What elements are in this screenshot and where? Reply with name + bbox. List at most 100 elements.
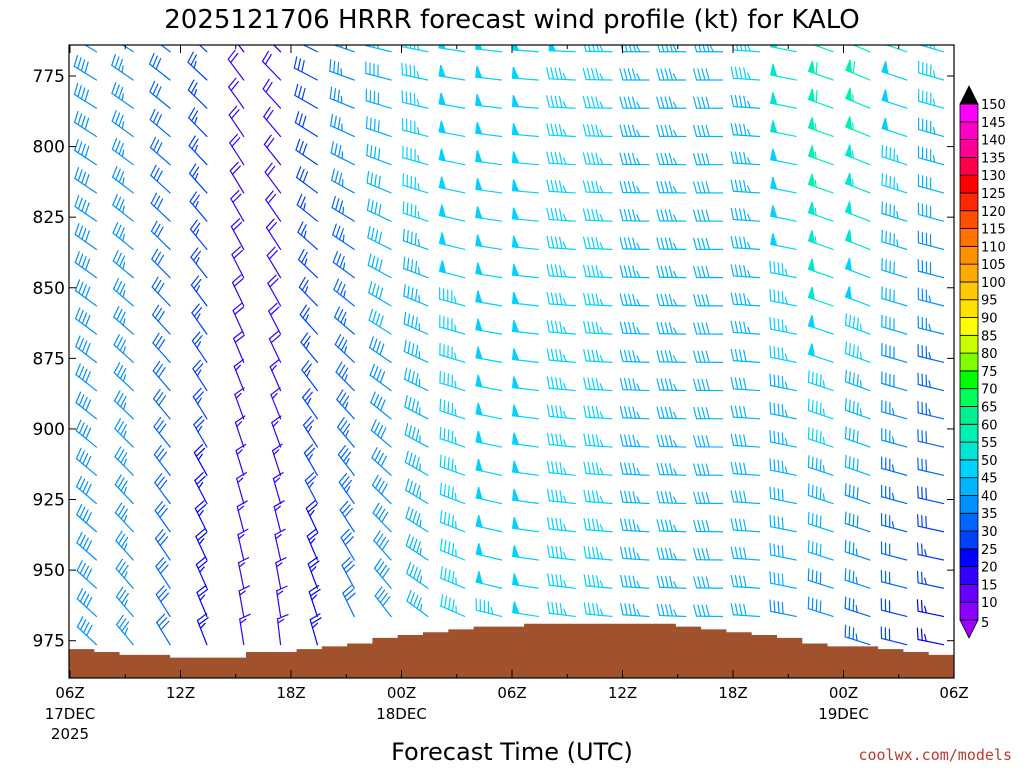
wind-barb [155,557,171,589]
wind-barb [881,456,908,476]
wind-barb [769,288,797,307]
wind-barb [339,500,355,533]
wind-barb [656,434,687,448]
colorbar-bin [959,584,979,603]
wind-barb [115,530,134,561]
y-tick-label: 975 [33,632,65,652]
wind-barb [231,274,245,307]
wind-barb [917,259,945,279]
wind-barb [582,67,613,81]
wind-barb [76,503,98,533]
wind-barb [403,311,429,335]
wind-barb [693,237,724,251]
wind-barb [656,265,687,279]
wind-barb [917,174,945,194]
wind-barb [917,145,945,166]
wind-barb [917,485,945,505]
wind-barb [475,346,503,363]
wind-barb [475,150,503,166]
wind-barb [511,320,540,335]
wind-barb [401,117,429,138]
wind-barb [619,293,650,307]
wind-barb [807,315,834,335]
x-axis-label: Forecast Time (UTC) [391,738,633,766]
wind-barb [341,556,355,589]
wind-barb [152,332,171,363]
wind-barb [237,557,250,589]
wind-barb [76,616,98,646]
wind-barb [511,263,540,279]
wind-barb [583,489,613,505]
wind-barb [880,626,908,646]
wind-barb [583,349,613,363]
wind-barb [693,463,724,476]
wind-barb [693,519,724,533]
wind-barb [261,50,282,81]
wind-barb [807,483,834,505]
wind-barb [304,472,319,505]
wind-barb [770,148,797,166]
wind-barb [265,190,282,222]
colorbar-label: 80 [981,347,998,362]
wind-barb [880,541,908,561]
wind-barb [844,201,871,222]
wind-barb [692,96,724,109]
y-axis: 775 800 825 850 875 900 925 950 975 [33,67,954,652]
wind-barb [295,138,319,166]
colorbar-bin [959,566,979,585]
wind-barb [475,318,503,335]
wind-barb [852,45,871,53]
wind-barb [112,250,134,279]
wind-barb [916,599,945,618]
wind-barb [807,60,834,81]
wind-barb [475,93,503,109]
wind-barb [730,320,761,335]
colorbar-bin [959,548,979,568]
wind-barb [237,45,245,53]
wind-barb [74,279,98,307]
terrain-fill [69,623,954,678]
wind-barb [583,461,613,476]
wind-barb [189,219,208,251]
wind-barb [438,260,466,279]
wind-barb [230,189,245,222]
wind-barb [239,613,251,646]
wind-barb [619,180,650,194]
wind-barb [656,96,687,109]
wind-barb [656,603,687,618]
wind-barb [619,152,650,166]
wind-barb [151,248,171,279]
colorbar-label: 120 [981,205,1006,220]
wind-barb [368,308,392,335]
wind-barb [303,444,319,476]
wind-barb [196,584,209,618]
wind-barb [438,64,466,81]
wind-barb [845,59,871,81]
wind-barb [511,179,540,194]
colorbar-bin [959,299,979,318]
wind-barb [547,573,576,589]
wind-barb [267,274,282,307]
wind-barb [881,371,908,392]
wind-barb [583,545,613,561]
wind-barb [769,486,797,505]
wind-barb [403,367,429,392]
wind-barb [402,201,429,222]
wind-barb [730,490,761,505]
wind-barb [228,77,245,109]
wind-barb [730,235,761,251]
wind-barb [74,307,98,335]
y-tick-label: 800 [33,138,65,158]
wind-barb [194,472,208,505]
wind-barb [276,613,289,646]
colorbar-label: 30 [981,525,998,540]
wind-barb [807,117,834,138]
wind-barb [511,123,540,138]
colorbar-bin [959,263,979,283]
wind-barb [693,378,724,392]
wind-barb [582,236,613,251]
wind-barb [402,145,429,166]
wind-barb [475,65,503,81]
colorbar-label: 20 [981,561,998,576]
wind-barb [769,401,797,420]
